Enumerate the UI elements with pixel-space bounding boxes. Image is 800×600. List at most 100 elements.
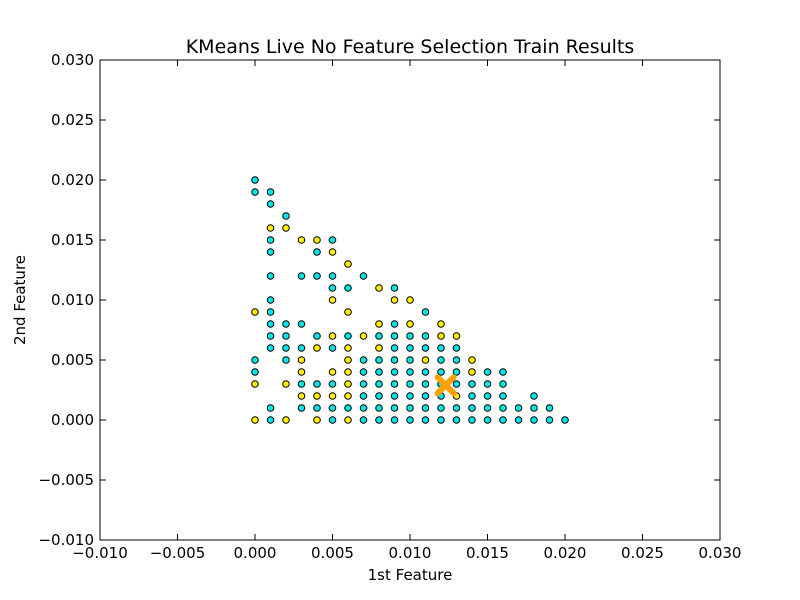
data-point-cyan	[406, 380, 414, 388]
data-point-cyan	[452, 356, 461, 364]
data-point-yellow	[313, 392, 321, 400]
data-point-yellow	[328, 248, 337, 256]
y-tick-label: 0.000	[51, 411, 94, 429]
data-point-cyan	[297, 404, 306, 412]
data-point-cyan	[266, 296, 275, 304]
data-point-yellow	[344, 356, 352, 364]
data-point-cyan	[313, 272, 321, 280]
y-axis-ticks: −0.010 −0.005 0.000 0.005 0.010 0.015 0.020 0.0…	[38, 51, 720, 549]
data-point-cyan	[499, 416, 507, 424]
data-point-cyan	[499, 380, 507, 388]
data-point-cyan	[468, 380, 476, 388]
data-point-cyan	[266, 320, 275, 328]
data-point-cyan	[266, 332, 275, 340]
data-point-cyan	[328, 284, 337, 292]
data-point-cyan	[452, 344, 461, 352]
data-point-cyan	[328, 344, 337, 352]
data-point-cyan	[344, 284, 352, 292]
data-point-cyan	[359, 404, 368, 412]
data-point-cyan	[452, 368, 461, 376]
y-tick-label: 0.010	[51, 291, 94, 309]
data-point-yellow	[344, 344, 352, 352]
chart-title: KMeans Live No Feature Selection Train R…	[186, 36, 635, 58]
x-tick-label: 0.000	[234, 544, 277, 562]
data-point-cyan	[452, 404, 461, 412]
data-point-yellow	[297, 368, 306, 376]
data-point-yellow	[344, 416, 352, 424]
data-point-cyan	[421, 332, 430, 340]
data-point-cyan	[483, 368, 492, 376]
data-point-cyan	[421, 404, 430, 412]
data-point-yellow	[282, 380, 290, 388]
centroid-marker	[434, 374, 457, 397]
data-point-cyan	[437, 344, 445, 352]
data-point-yellow	[328, 332, 337, 340]
data-point-yellow	[344, 260, 352, 268]
data-point-cyan	[282, 356, 290, 364]
data-point-cyan	[390, 284, 399, 292]
data-point-cyan	[359, 368, 368, 376]
data-point-cyan	[251, 188, 259, 196]
data-point-cyan	[468, 392, 476, 400]
data-point-yellow	[375, 320, 383, 328]
data-point-cyan	[514, 404, 523, 412]
data-point-cyan	[530, 404, 538, 412]
data-point-yellow	[344, 368, 352, 376]
data-point-cyan	[297, 320, 306, 328]
y-tick-label: 0.005	[51, 351, 94, 369]
data-point-cyan	[282, 332, 290, 340]
data-point-cyan	[390, 416, 399, 424]
data-point-cyan	[375, 356, 383, 364]
data-point-cyan	[406, 356, 414, 364]
data-point-cyan	[282, 320, 290, 328]
data-point-cyan	[390, 404, 399, 412]
data-point-cyan	[499, 404, 507, 412]
data-point-cyan	[406, 344, 414, 352]
data-point-cyan	[282, 344, 290, 352]
data-point-yellow	[468, 356, 476, 364]
data-point-yellow	[282, 224, 290, 232]
data-point-cyan	[530, 392, 538, 400]
data-point-cyan	[375, 392, 383, 400]
data-point-cyan	[266, 236, 275, 244]
data-point-cyan	[266, 308, 275, 316]
data-point-cyan	[421, 308, 430, 316]
data-point-cyan	[359, 392, 368, 400]
data-point-yellow	[313, 344, 321, 352]
data-point-cyan	[251, 176, 259, 184]
data-point-cyan	[483, 404, 492, 412]
data-point-cyan	[359, 380, 368, 388]
data-point-cyan	[390, 368, 399, 376]
data-point-yellow	[328, 368, 337, 376]
data-point-yellow	[251, 416, 259, 424]
data-point-cyan	[421, 344, 430, 352]
data-point-cyan	[328, 380, 337, 388]
x-tick-label: 0.030	[699, 544, 742, 562]
data-point-cyan	[483, 392, 492, 400]
y-tick-label: −0.010	[38, 531, 94, 549]
data-point-cyan	[483, 416, 492, 424]
data-point-cyan	[390, 392, 399, 400]
data-point-yellow	[251, 380, 259, 388]
x-tick-label: 0.010	[389, 544, 432, 562]
data-point-cyan	[390, 320, 399, 328]
x-axis-label: 1st Feature	[368, 566, 453, 584]
data-point-cyan	[297, 272, 306, 280]
data-point-cyan	[313, 332, 321, 340]
data-point-cyan	[375, 380, 383, 388]
data-point-yellow	[328, 392, 337, 400]
data-point-cyan	[437, 356, 445, 364]
data-point-cyan	[297, 344, 306, 352]
data-point-cyan	[266, 188, 275, 196]
data-point-yellow	[390, 296, 399, 304]
data-point-cyan	[437, 368, 445, 376]
y-tick-label: 0.025	[51, 111, 94, 129]
data-point-yellow	[266, 224, 275, 232]
data-point-yellow	[297, 356, 306, 364]
x-tick-label: −0.005	[150, 544, 206, 562]
data-point-cyan	[328, 416, 337, 424]
data-point-cyan	[313, 404, 321, 412]
data-point-yellow	[313, 416, 321, 424]
data-point-cyan	[266, 344, 275, 352]
